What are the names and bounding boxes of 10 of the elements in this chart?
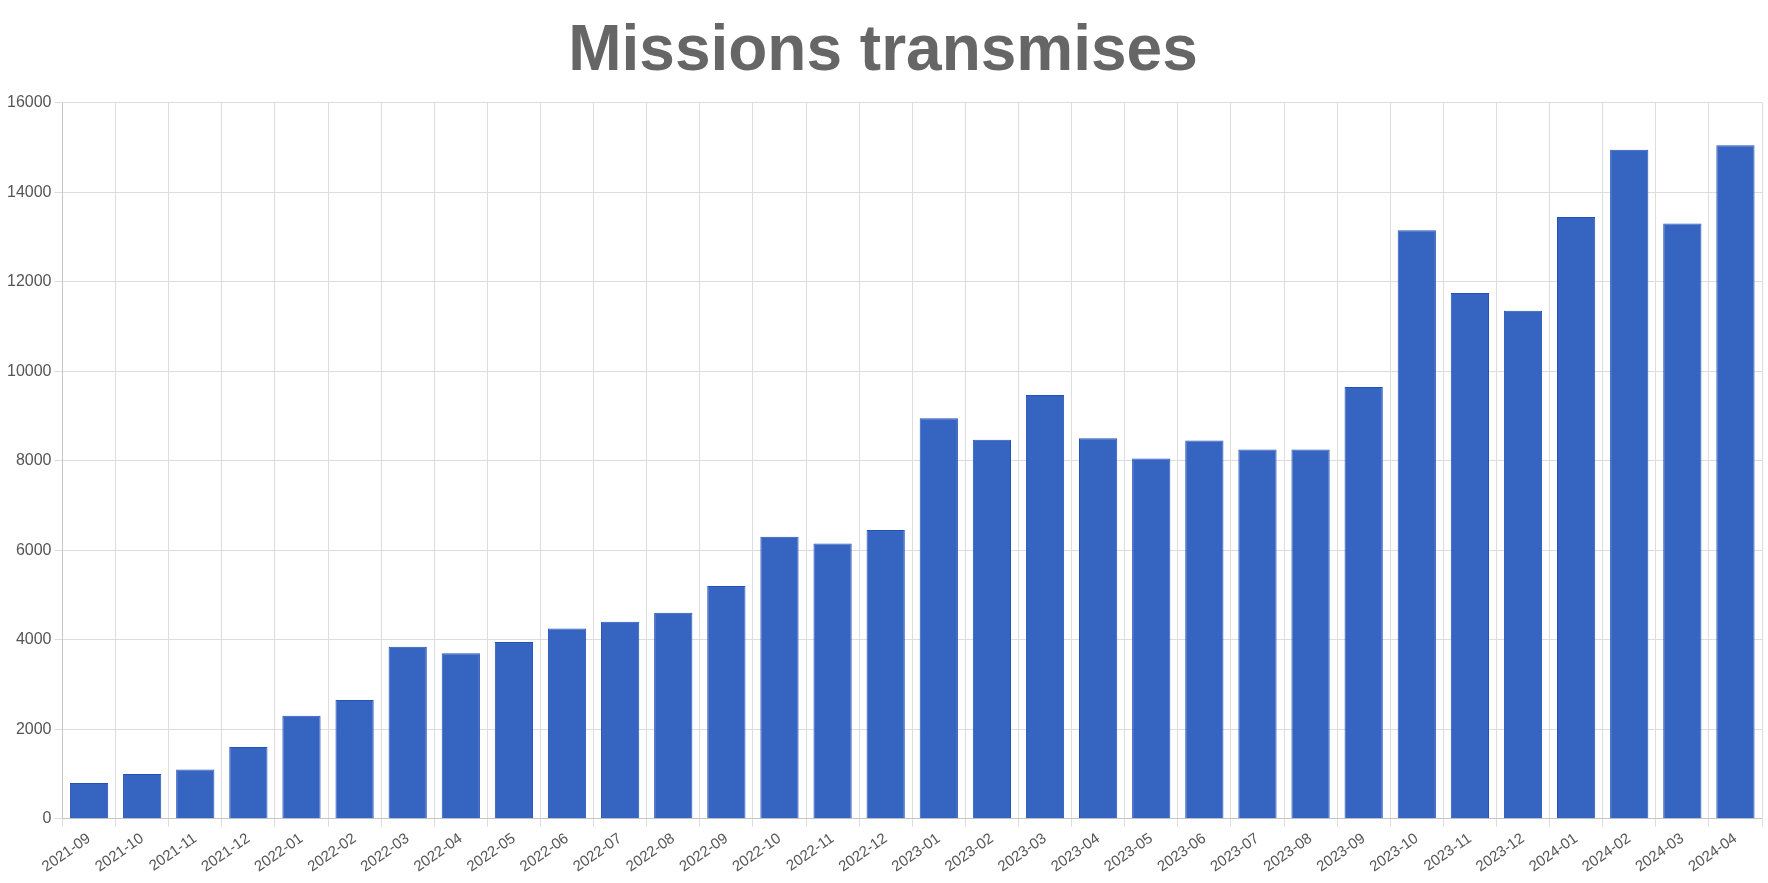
y-tick-label: 6000 — [15, 540, 52, 558]
chart-title: Missions transmises — [568, 12, 1198, 85]
y-tick-label: 16000 — [6, 93, 52, 111]
y-tick-label: 10000 — [6, 361, 52, 379]
y-tick-label: 2000 — [15, 719, 52, 737]
y-tick-label: 4000 — [15, 630, 52, 648]
y-tick-label: 12000 — [6, 272, 52, 290]
y-tick-label: 14000 — [6, 182, 52, 200]
y-tick-label: 0 — [42, 809, 52, 827]
y-tick-label: 8000 — [15, 451, 52, 469]
